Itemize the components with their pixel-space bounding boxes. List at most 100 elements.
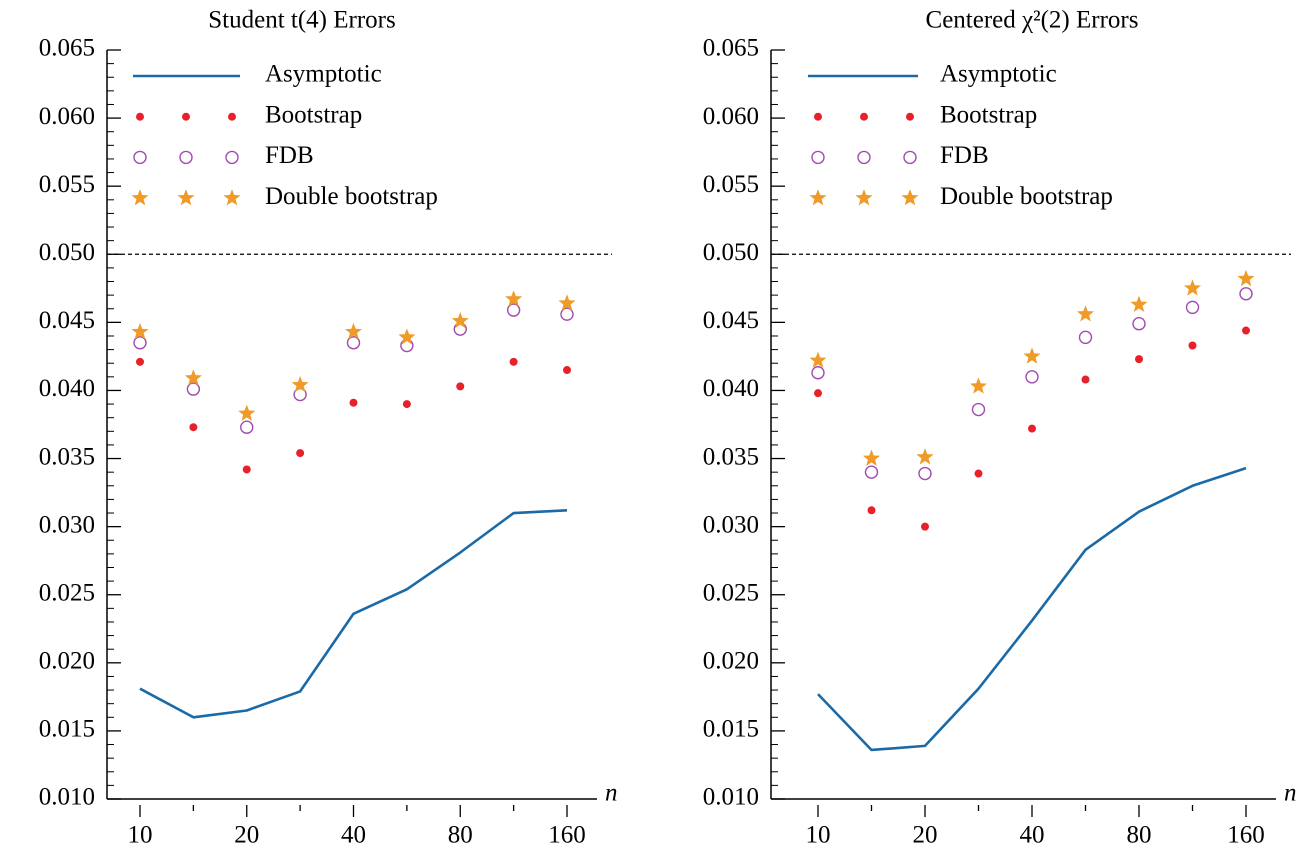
y-tick-label: 0.010 — [703, 784, 759, 811]
data-point — [918, 466, 932, 481]
x-tick-label: 10 — [128, 822, 153, 849]
data-point — [451, 312, 469, 329]
data-point — [974, 469, 983, 478]
legend-swatch — [901, 189, 919, 206]
y-tick-label: 0.040 — [39, 375, 95, 402]
legend-swatch — [906, 112, 914, 121]
y-tick-label: 0.045 — [703, 307, 759, 334]
data-point — [563, 366, 571, 375]
chart-title: Centered χ²(2) Errors — [926, 7, 1139, 34]
data-point — [560, 307, 574, 321]
data-point — [1183, 279, 1202, 296]
legend-label: Asymptotic — [940, 61, 1057, 88]
data-point — [189, 423, 198, 432]
data-point — [916, 448, 934, 465]
legend-swatch — [223, 189, 241, 206]
data-point — [1076, 305, 1095, 322]
x-axis-label: n — [1284, 780, 1297, 807]
legend-swatch — [182, 112, 190, 121]
legend-label: Bootstrap — [940, 101, 1037, 128]
y-tick-label: 0.020 — [39, 648, 95, 675]
data-point — [1239, 287, 1253, 301]
y-tick-label: 0.040 — [703, 375, 759, 402]
legend-swatch — [855, 189, 873, 206]
data-point — [558, 294, 576, 311]
chart-title: Student t(4) Errors — [208, 7, 395, 34]
y-tick-label: 0.055 — [39, 171, 95, 198]
y-tick-label: 0.050 — [703, 239, 759, 266]
data-point — [296, 449, 305, 458]
data-point — [131, 322, 149, 340]
data-point — [1081, 375, 1090, 384]
data-point — [1025, 370, 1039, 384]
legend-swatch — [857, 150, 871, 165]
legend-swatch — [811, 150, 825, 165]
data-point — [1135, 355, 1143, 364]
y-tick-label: 0.065 — [703, 35, 759, 62]
y-tick-label: 0.020 — [703, 648, 759, 675]
y-tick-label: 0.030 — [39, 511, 95, 538]
legend-swatch — [860, 112, 868, 121]
data-point — [1132, 317, 1146, 331]
data-point — [969, 377, 988, 394]
legend-swatch — [903, 150, 917, 165]
data-point — [398, 328, 416, 345]
legend-swatch — [809, 189, 827, 206]
y-tick-label: 0.065 — [39, 35, 95, 62]
data-point — [811, 366, 825, 380]
legend-label: Double bootstrap — [265, 183, 438, 210]
series-line — [139, 508, 568, 719]
legend-swatch — [228, 112, 236, 121]
legend-label: Double bootstrap — [940, 183, 1113, 210]
data-point — [506, 303, 521, 317]
legend-label: Bootstrap — [265, 101, 362, 128]
data-point — [291, 376, 309, 393]
y-tick-label: 0.045 — [39, 307, 95, 334]
y-tick-label: 0.060 — [39, 103, 95, 130]
data-point — [344, 322, 363, 340]
data-point — [1242, 326, 1250, 335]
x-tick-label: 80 — [448, 822, 473, 849]
data-point — [867, 506, 876, 515]
y-tick-label: 0.025 — [39, 579, 95, 606]
data-point — [509, 357, 518, 366]
legend-swatch — [177, 189, 195, 206]
y-tick-label: 0.010 — [39, 784, 95, 811]
data-point — [1185, 300, 1200, 315]
data-point — [186, 382, 201, 396]
x-tick-label: 10 — [806, 822, 831, 849]
data-point — [402, 400, 411, 409]
y-tick-label: 0.025 — [703, 579, 759, 606]
legend-swatch — [225, 150, 239, 165]
y-tick-label: 0.035 — [703, 443, 759, 470]
data-point — [1028, 424, 1036, 433]
data-point — [133, 336, 147, 350]
data-point — [505, 290, 523, 307]
legend-swatch — [131, 189, 149, 206]
data-point — [1237, 269, 1255, 287]
x-tick-label: 20 — [913, 822, 938, 849]
x-axis-label: n — [605, 780, 618, 807]
legend-label: Asymptotic — [265, 61, 382, 88]
y-tick-label: 0.055 — [703, 171, 759, 198]
legend-label: FDB — [265, 142, 314, 169]
data-point — [1078, 330, 1093, 345]
data-point — [864, 465, 879, 479]
data-point — [862, 449, 881, 466]
y-tick-label: 0.015 — [39, 716, 95, 743]
data-point — [1188, 341, 1197, 350]
data-point — [921, 522, 929, 531]
data-point — [346, 336, 361, 350]
data-point — [184, 369, 202, 386]
data-point — [456, 382, 465, 391]
data-point — [240, 420, 254, 434]
x-tick-label: 40 — [1020, 822, 1045, 849]
data-point — [971, 402, 986, 417]
data-point — [242, 465, 251, 474]
series-line — [817, 466, 1247, 752]
data-point — [238, 404, 256, 421]
data-point — [1130, 295, 1148, 312]
x-tick-label: 40 — [341, 822, 366, 849]
data-point — [1023, 347, 1041, 364]
